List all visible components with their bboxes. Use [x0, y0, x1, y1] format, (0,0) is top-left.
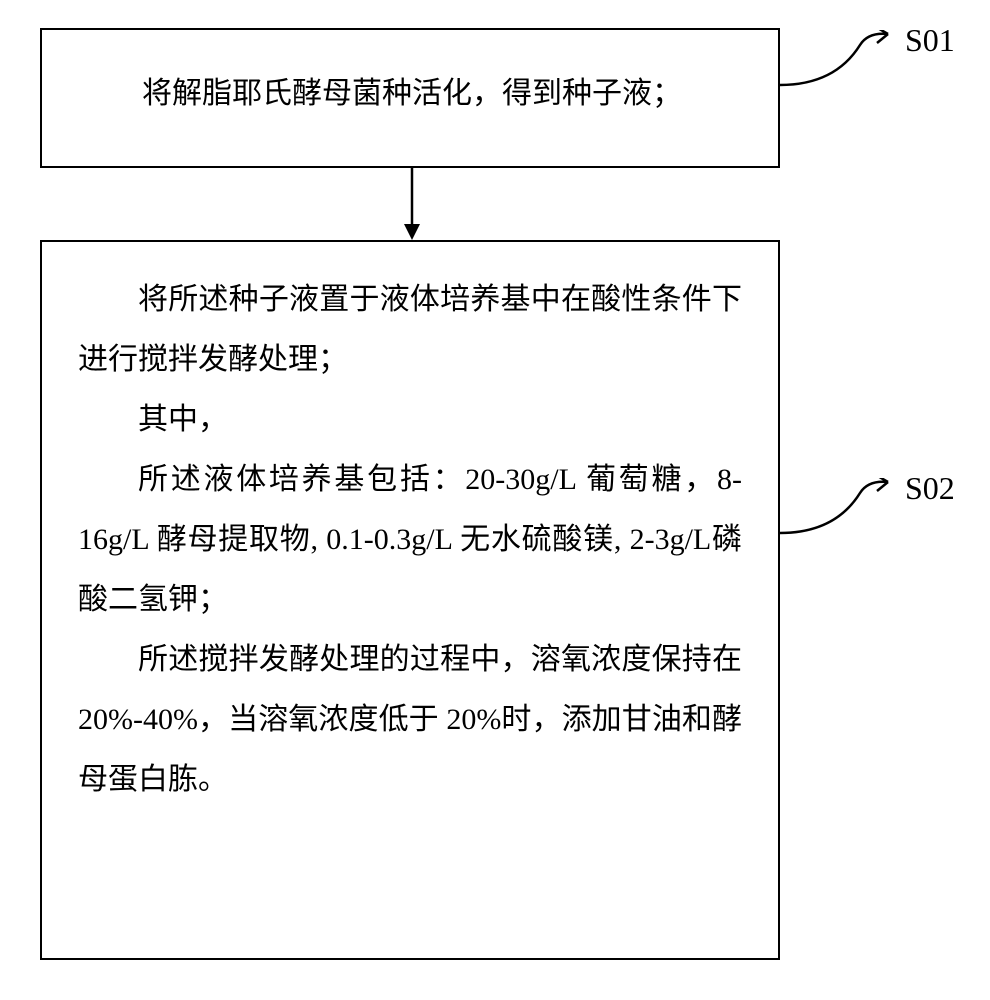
flowchart-canvas: 将解脂耶氏酵母菌种活化，得到种子液； S01 将所述种子液置于液体培养基中在酸性… [0, 0, 990, 1000]
step-box-s01: 将解脂耶氏酵母菌种活化，得到种子液； [40, 28, 780, 168]
step-box-s02: 将所述种子液置于液体培养基中在酸性条件下进行搅拌发酵处理； 其中， 所述液体培养… [40, 240, 780, 960]
step-label-s02: S02 [905, 470, 955, 507]
step-s02-para3: 所述液体培养基包括：20-30g/L 葡萄糖，8-16g/L 酵母提取物, 0.… [78, 450, 742, 630]
step-s01-text: 将解脂耶氏酵母菌种活化，得到种子液； [82, 70, 738, 118]
step-s02-para2: 其中， [78, 390, 742, 450]
step-s02-para1: 将所述种子液置于液体培养基中在酸性条件下进行搅拌发酵处理； [78, 270, 742, 390]
connector-s01-to-s02 [400, 168, 424, 247]
step-s02-para4: 所述搅拌发酵处理的过程中，溶氧浓度保持在20%-40%，当溶氧浓度低于 20%时… [78, 630, 742, 810]
step-label-s01: S01 [905, 22, 955, 59]
